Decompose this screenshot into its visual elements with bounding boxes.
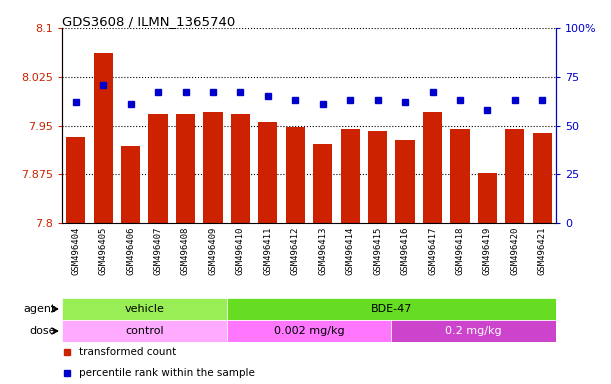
Bar xyxy=(423,113,442,223)
Bar xyxy=(391,320,556,342)
Text: GSM496419: GSM496419 xyxy=(483,227,492,275)
Bar xyxy=(395,141,415,223)
Bar xyxy=(176,114,195,223)
Text: transformed count: transformed count xyxy=(79,348,177,358)
Bar xyxy=(286,127,305,223)
Bar xyxy=(148,114,167,223)
Text: percentile rank within the sample: percentile rank within the sample xyxy=(79,368,255,378)
Text: GSM496417: GSM496417 xyxy=(428,227,437,275)
Bar xyxy=(93,53,113,223)
Text: control: control xyxy=(125,326,164,336)
Text: GSM496408: GSM496408 xyxy=(181,227,190,275)
Bar xyxy=(227,298,556,320)
Text: GSM496418: GSM496418 xyxy=(455,227,464,275)
Text: GSM496414: GSM496414 xyxy=(346,227,354,275)
Text: agent: agent xyxy=(23,304,56,314)
Bar xyxy=(203,113,222,223)
Bar xyxy=(62,298,227,320)
Text: GSM496413: GSM496413 xyxy=(318,227,327,275)
Text: GSM496412: GSM496412 xyxy=(291,227,300,275)
Bar xyxy=(478,173,497,223)
Text: GSM496404: GSM496404 xyxy=(71,227,80,275)
Bar xyxy=(368,131,387,223)
Bar xyxy=(227,320,391,342)
Text: GDS3608 / ILMN_1365740: GDS3608 / ILMN_1365740 xyxy=(62,15,235,28)
Text: BDE-47: BDE-47 xyxy=(371,304,412,314)
Text: GSM496420: GSM496420 xyxy=(510,227,519,275)
Bar xyxy=(62,320,227,342)
Bar xyxy=(121,146,140,223)
Text: GSM496421: GSM496421 xyxy=(538,227,547,275)
Text: GSM496409: GSM496409 xyxy=(208,227,218,275)
Bar xyxy=(340,129,360,223)
Bar xyxy=(533,132,552,223)
Text: GSM496415: GSM496415 xyxy=(373,227,382,275)
Bar xyxy=(231,114,250,223)
Bar xyxy=(313,144,332,223)
Bar xyxy=(258,122,277,223)
Text: GSM496411: GSM496411 xyxy=(263,227,273,275)
Bar xyxy=(450,129,469,223)
Text: GSM496405: GSM496405 xyxy=(98,227,108,275)
Bar xyxy=(505,129,524,223)
Text: 0.002 mg/kg: 0.002 mg/kg xyxy=(274,326,345,336)
Text: 0.2 mg/kg: 0.2 mg/kg xyxy=(445,326,502,336)
Text: GSM496406: GSM496406 xyxy=(126,227,135,275)
Bar xyxy=(66,137,86,223)
Text: dose: dose xyxy=(29,326,56,336)
Text: vehicle: vehicle xyxy=(125,304,164,314)
Text: GSM496407: GSM496407 xyxy=(153,227,163,275)
Text: GSM496410: GSM496410 xyxy=(236,227,245,275)
Text: GSM496416: GSM496416 xyxy=(401,227,409,275)
